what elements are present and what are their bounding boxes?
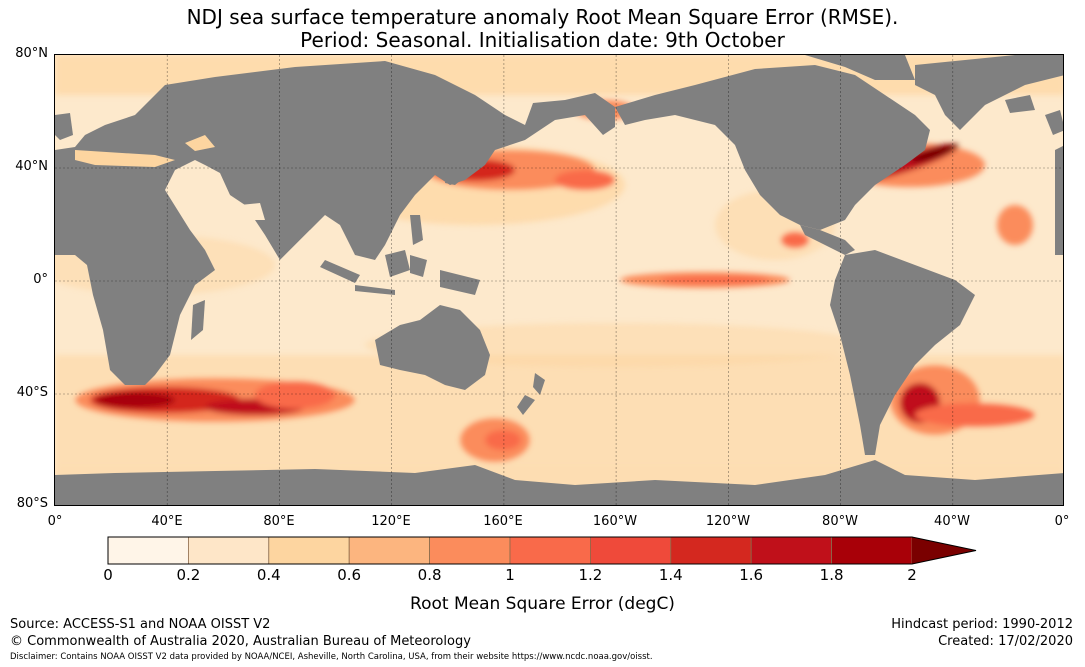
- colorbar-tick-label: 0.6: [337, 566, 362, 584]
- colorbar-bin-6: [590, 536, 672, 565]
- lon-label-80e: 80°E: [263, 514, 295, 529]
- lon-label-360: 0°: [1054, 514, 1070, 529]
- lat-label-40n: 40°N: [15, 159, 48, 174]
- lat-label-80n: 80°N: [15, 46, 48, 61]
- colorbar: [107, 536, 977, 565]
- colorbar-tick-label: 0.8: [417, 566, 442, 584]
- lat-label-equator: 0°: [33, 272, 48, 287]
- world-map: [55, 55, 1063, 505]
- inland-waters: [75, 135, 325, 260]
- lon-label-120e: 120°E: [371, 514, 411, 529]
- hindcast-period: Hindcast period: 1990-2012: [891, 617, 1073, 632]
- colorbar-bin-0: [107, 536, 189, 565]
- copyright-text: © Commonwealth of Australia 2020, Austra…: [10, 634, 471, 649]
- colorbar-tick-label: 1: [505, 566, 515, 584]
- source-text: Source: ACCESS-S1 and NOAA OISST V2: [10, 617, 271, 632]
- lon-label-80w: 80°W: [822, 514, 858, 529]
- colorbar-bin-1: [187, 536, 270, 565]
- colorbar-tick-label: 0: [103, 566, 113, 584]
- colorbar-bin-8: [750, 536, 833, 565]
- map-title-line-1: NDJ sea surface temperature anomaly Root…: [186, 5, 899, 29]
- colorbar-outline: [107, 536, 977, 565]
- colorbar-bin-3: [348, 536, 431, 565]
- colorbar-bin-2: [268, 536, 350, 565]
- colorbar-extend-arrow: [912, 537, 976, 564]
- created-date: Created: 17/02/2020: [938, 634, 1073, 649]
- colorbar-tick-label: 0.2: [176, 566, 201, 584]
- colorbar-label: Root Mean Square Error (degC): [410, 594, 675, 614]
- disclaimer-text: Disclaimer: Contains NOAA OISST V2 data …: [10, 652, 653, 662]
- lon-label-0: 0°: [47, 514, 63, 529]
- lon-label-120w: 120°W: [705, 514, 751, 529]
- colorbar-bin-7: [670, 536, 752, 565]
- colorbar-bin-9: [831, 536, 913, 565]
- colorbar-tick-label: 1.4: [658, 566, 683, 584]
- lon-label-40w: 40°W: [934, 514, 970, 529]
- map-panel: [54, 54, 1064, 506]
- colorbar-tick-label: 1.2: [578, 566, 603, 584]
- lon-label-40e: 40°E: [151, 514, 183, 529]
- lon-label-160e: 160°E: [483, 514, 523, 529]
- gridlines: [55, 55, 1063, 505]
- colorbar-tick-label: 1.6: [739, 566, 764, 584]
- colorbar-bin-5: [509, 536, 591, 565]
- lon-label-160w: 160°W: [592, 514, 638, 529]
- colorbar-tick-label: 2: [907, 566, 917, 584]
- lat-label-40s: 40°S: [16, 385, 48, 400]
- map-title-line-2: Period: Seasonal. Initialisation date: 9…: [300, 28, 785, 52]
- colorbar-bin-4: [429, 536, 511, 565]
- colorbar-tick-label: 1.8: [819, 566, 844, 584]
- lat-label-80s: 80°S: [16, 496, 48, 511]
- colorbar-tick-label: 0.4: [256, 566, 281, 584]
